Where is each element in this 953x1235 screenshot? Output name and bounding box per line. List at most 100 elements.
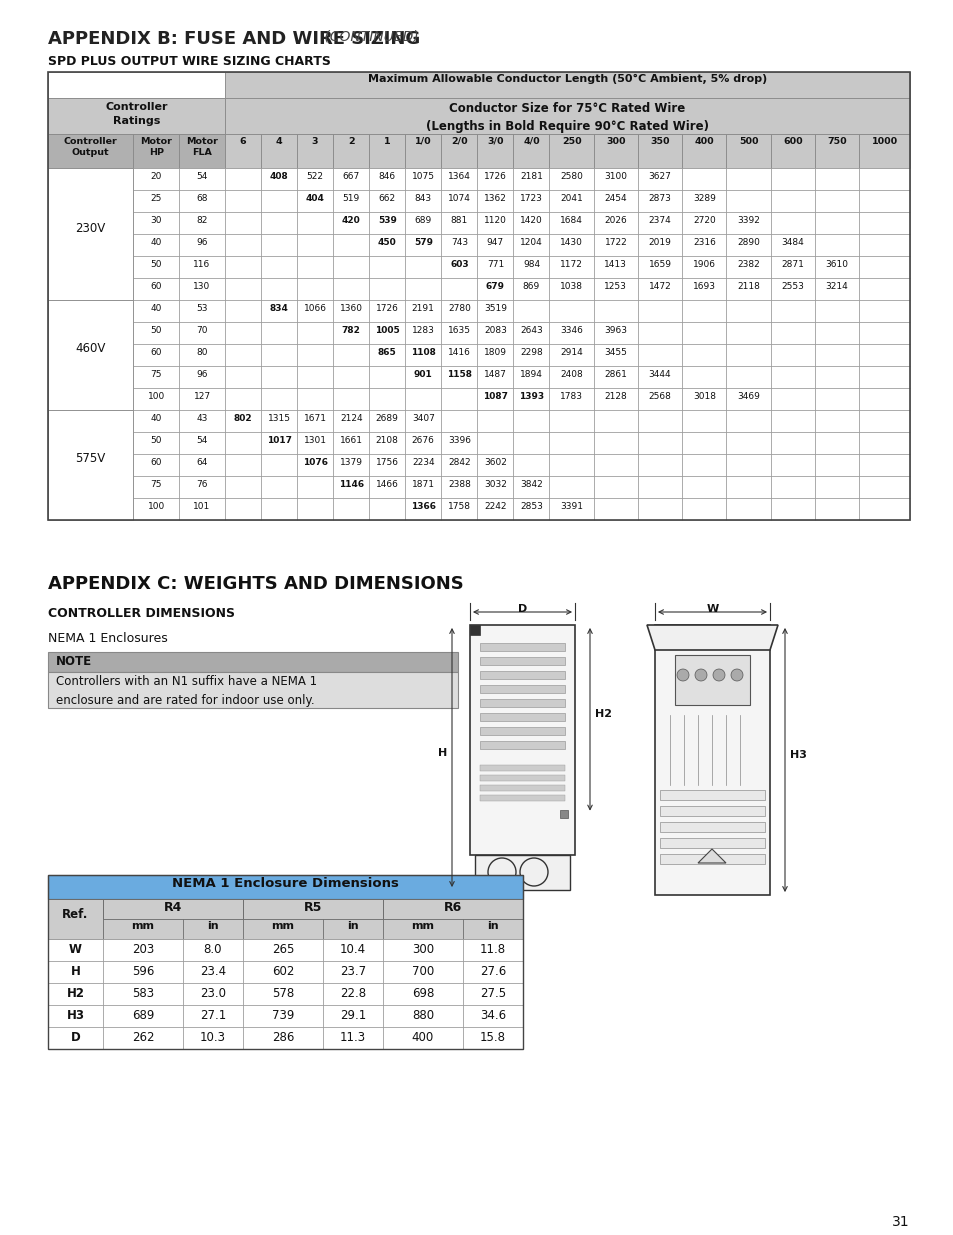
Text: 50: 50	[151, 436, 162, 445]
Bar	[133, 300, 179, 322]
Bar	[549, 233, 593, 256]
Text: 901: 901	[414, 370, 433, 379]
Text: 679: 679	[485, 282, 504, 291]
Text: H2: H2	[595, 709, 612, 719]
Bar	[479, 713, 564, 721]
Bar	[593, 454, 638, 475]
Bar	[725, 432, 770, 454]
Bar	[513, 498, 549, 520]
Bar	[103, 899, 243, 919]
Text: 2553: 2553	[781, 282, 803, 291]
Text: 2026: 2026	[604, 216, 626, 225]
Text: 3444: 3444	[648, 370, 671, 379]
Bar	[593, 322, 638, 345]
Text: 2388: 2388	[447, 480, 470, 489]
Circle shape	[519, 858, 547, 885]
Bar	[859, 168, 909, 190]
Text: 404: 404	[305, 194, 324, 203]
Text: 1364: 1364	[447, 172, 470, 182]
Text: Controllers with an N1 suffix have a NEMA 1
enclosure and are rated for indoor u: Controllers with an N1 suffix have a NEM…	[56, 676, 316, 706]
Text: H3: H3	[67, 1009, 85, 1023]
Bar	[513, 454, 549, 475]
Bar	[261, 454, 296, 475]
Bar	[225, 410, 261, 432]
Text: 60: 60	[151, 348, 162, 357]
Bar	[479, 657, 564, 664]
Text: 101: 101	[193, 501, 211, 511]
Bar	[681, 345, 725, 366]
Bar	[770, 454, 814, 475]
Bar	[225, 168, 261, 190]
Text: 3519: 3519	[483, 304, 506, 312]
Bar	[441, 410, 476, 432]
Text: 739: 739	[272, 1009, 294, 1023]
Bar	[725, 278, 770, 300]
Bar	[513, 190, 549, 212]
Text: 698: 698	[412, 987, 434, 1000]
Bar	[479, 776, 564, 781]
Text: 602: 602	[272, 965, 294, 978]
Bar	[441, 256, 476, 278]
Text: 947: 947	[486, 238, 503, 247]
Bar	[323, 983, 382, 1005]
Bar	[476, 256, 513, 278]
Bar	[638, 345, 681, 366]
Bar	[770, 212, 814, 233]
Bar	[405, 168, 441, 190]
Bar	[859, 135, 909, 168]
Bar	[559, 810, 567, 818]
Bar	[549, 300, 593, 322]
Text: 22.8: 22.8	[339, 987, 366, 1000]
Text: 1684: 1684	[559, 216, 582, 225]
Bar	[441, 135, 476, 168]
Text: 3842: 3842	[519, 480, 542, 489]
Text: 31: 31	[891, 1215, 909, 1229]
Text: 3455: 3455	[604, 348, 627, 357]
Text: 750: 750	[826, 137, 846, 146]
Text: 23.0: 23.0	[200, 987, 226, 1000]
Text: 34.6: 34.6	[479, 1009, 505, 1023]
Bar	[261, 168, 296, 190]
Bar	[770, 168, 814, 190]
Text: 802: 802	[233, 414, 252, 424]
Bar	[479, 785, 564, 790]
Bar	[225, 98, 909, 135]
Bar	[243, 1028, 323, 1049]
Text: 1120: 1120	[483, 216, 506, 225]
Text: 1430: 1430	[559, 238, 582, 247]
Bar	[133, 388, 179, 410]
Bar	[659, 806, 764, 816]
Bar	[476, 432, 513, 454]
Text: SPD PLUS OUTPUT WIRE SIZING CHARTS: SPD PLUS OUTPUT WIRE SIZING CHARTS	[48, 56, 331, 68]
Text: R6: R6	[443, 902, 461, 914]
Bar	[659, 823, 764, 832]
Text: in: in	[487, 921, 498, 931]
Bar	[681, 322, 725, 345]
Text: 1087: 1087	[482, 391, 507, 401]
Bar	[725, 168, 770, 190]
Bar	[513, 168, 549, 190]
Bar	[183, 1028, 243, 1049]
Bar	[333, 212, 369, 233]
Circle shape	[677, 669, 688, 680]
Bar	[405, 410, 441, 432]
Bar	[476, 322, 513, 345]
Bar	[382, 961, 462, 983]
Bar	[369, 388, 405, 410]
Bar	[261, 322, 296, 345]
Bar	[333, 388, 369, 410]
Text: 27.6: 27.6	[479, 965, 506, 978]
Bar	[323, 961, 382, 983]
Bar	[770, 278, 814, 300]
Text: 3346: 3346	[559, 326, 582, 335]
Bar	[179, 300, 225, 322]
Bar	[725, 322, 770, 345]
Bar	[103, 1005, 183, 1028]
Text: 1416: 1416	[447, 348, 470, 357]
Text: 700: 700	[412, 965, 434, 978]
Bar	[681, 475, 725, 498]
Bar	[48, 876, 522, 899]
Bar	[48, 672, 457, 708]
Bar	[405, 432, 441, 454]
Text: 20: 20	[151, 172, 162, 182]
